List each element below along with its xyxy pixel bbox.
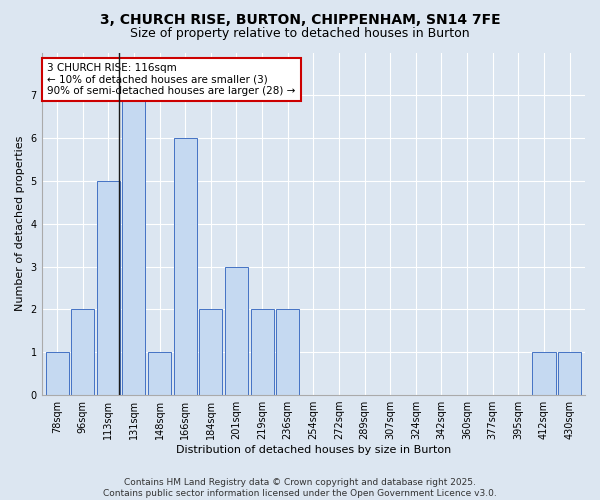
Bar — [71, 310, 94, 395]
Text: 3 CHURCH RISE: 116sqm
← 10% of detached houses are smaller (3)
90% of semi-detac: 3 CHURCH RISE: 116sqm ← 10% of detached … — [47, 63, 295, 96]
Text: Contains HM Land Registry data © Crown copyright and database right 2025.
Contai: Contains HM Land Registry data © Crown c… — [103, 478, 497, 498]
Bar — [225, 266, 248, 395]
Text: 3, CHURCH RISE, BURTON, CHIPPENHAM, SN14 7FE: 3, CHURCH RISE, BURTON, CHIPPENHAM, SN14… — [100, 12, 500, 26]
Bar — [251, 310, 274, 395]
Bar — [276, 310, 299, 395]
Text: Size of property relative to detached houses in Burton: Size of property relative to detached ho… — [130, 28, 470, 40]
Bar — [173, 138, 197, 395]
Bar — [122, 96, 145, 395]
Bar — [148, 352, 171, 395]
Bar — [97, 181, 120, 395]
Bar — [532, 352, 556, 395]
Y-axis label: Number of detached properties: Number of detached properties — [15, 136, 25, 312]
Bar — [558, 352, 581, 395]
X-axis label: Distribution of detached houses by size in Burton: Distribution of detached houses by size … — [176, 445, 451, 455]
Bar — [46, 352, 68, 395]
Bar — [199, 310, 223, 395]
